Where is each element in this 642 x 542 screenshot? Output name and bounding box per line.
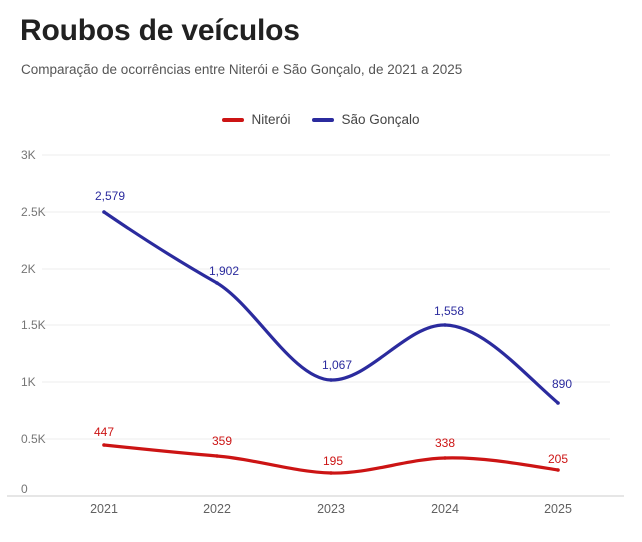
data-label: 890: [551, 377, 573, 391]
x-tick-label: 2021: [90, 502, 118, 516]
legend-swatch-icon-niteroi: [222, 117, 245, 122]
data-label: 447: [93, 425, 115, 439]
data-label: 1,902: [208, 264, 240, 278]
data-label: 1,558: [433, 304, 465, 318]
data-label: 1,067: [321, 358, 353, 372]
legend-item-niteroi[interactable]: Niterói: [222, 112, 290, 127]
legend-label-niteroi: Niterói: [251, 112, 291, 127]
y-tick-label: 3K: [21, 148, 36, 162]
legend-swatch-icon-sao-goncalo: [312, 117, 335, 122]
page-title: Roubos de veículos: [20, 14, 300, 47]
data-label: 205: [547, 452, 569, 466]
data-label: 359: [211, 434, 233, 448]
series-points-niteroi: [102, 443, 560, 475]
legend-item-sao-goncalo[interactable]: São Gonçalo: [312, 112, 420, 127]
chart-subtitle: Comparação de ocorrências entre Niterói …: [21, 62, 463, 77]
y-tick-label: 2K: [21, 262, 36, 276]
y-tick-label: 1.5K: [21, 318, 46, 332]
y-tick-label: 0: [21, 482, 28, 496]
data-label: 195: [322, 454, 344, 468]
y-tick-label: 2.5K: [21, 205, 46, 219]
x-tick-label: 2023: [317, 502, 345, 516]
chart-legend: Niterói São Gonçalo: [0, 112, 642, 127]
x-tick-label: 2022: [203, 502, 231, 516]
legend-label-sao-goncalo: São Gonçalo: [341, 112, 420, 127]
y-tick-label: 1K: [21, 375, 36, 389]
data-label: 2,579: [94, 189, 126, 203]
data-label: 338: [434, 436, 456, 450]
series-points-sao-goncalo: [102, 210, 560, 405]
x-tick-label: 2024: [431, 502, 459, 516]
gridlines: [42, 154, 610, 440]
x-tick-label: 2025: [544, 502, 572, 516]
y-tick-label: 0.5K: [21, 432, 46, 446]
